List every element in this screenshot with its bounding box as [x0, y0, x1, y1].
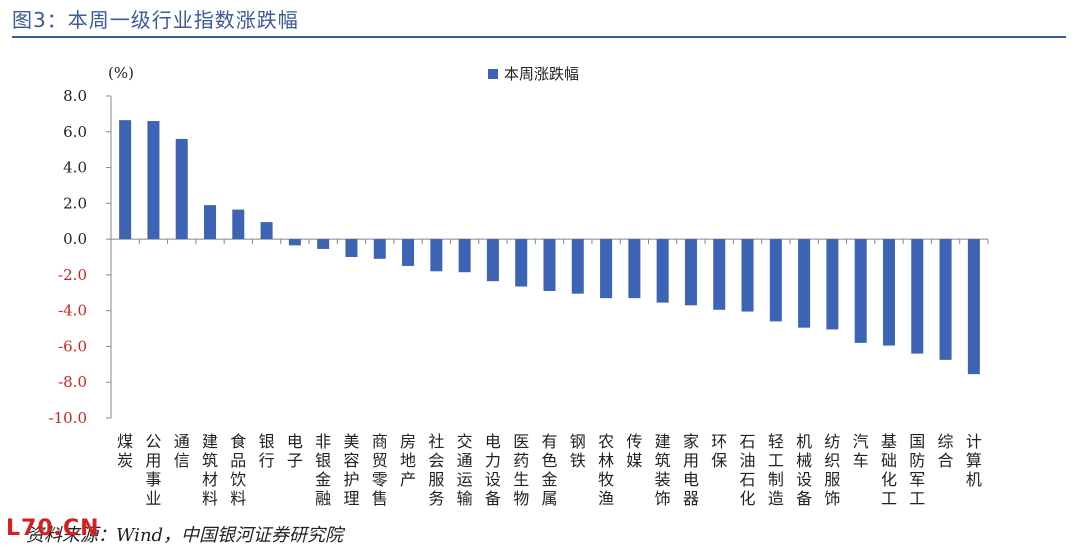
bar	[119, 120, 132, 240]
bar	[939, 239, 952, 360]
bar	[854, 239, 867, 343]
y-tick-label: -2.0	[58, 266, 87, 284]
y-tick-label: -10.0	[49, 409, 87, 427]
x-category-label: 传媒	[626, 432, 642, 470]
bar	[458, 239, 471, 273]
bar	[147, 121, 160, 240]
bar	[232, 209, 245, 240]
x-category-label: 环保	[711, 432, 727, 470]
bar	[713, 239, 726, 310]
x-category-label: 银行	[259, 432, 275, 470]
bar	[543, 239, 556, 291]
y-tick-label: 0.0	[63, 230, 87, 248]
figure-title: 图3：本周一级行业指数涨跌幅	[12, 8, 299, 32]
bar	[798, 239, 811, 328]
bar	[515, 239, 528, 287]
x-category-label: 机械设备	[796, 432, 812, 508]
bar	[288, 239, 301, 246]
bar	[486, 239, 499, 282]
x-category-label: 基础化工	[881, 432, 897, 508]
bar	[600, 239, 613, 299]
y-tick-label: 6.0	[63, 123, 87, 141]
x-category-label: 钢铁	[570, 432, 586, 470]
source-row: 资料来源：Wind，中国银河证券研究院 L70.CN	[0, 516, 600, 546]
x-category-label: 综合	[938, 432, 954, 470]
bar	[656, 239, 669, 303]
x-category-label: 有色金属	[541, 432, 557, 508]
y-tick-label: -8.0	[58, 373, 87, 391]
bar	[345, 239, 358, 257]
x-category-label: 电力设备	[485, 432, 501, 508]
bar	[571, 239, 584, 294]
title-divider	[12, 36, 1066, 38]
bar	[967, 239, 980, 375]
x-category-label: 建筑材料	[202, 432, 218, 508]
x-category-label: 美容护理	[343, 432, 359, 508]
x-category-label: 电子	[287, 432, 303, 470]
x-category-label: 石油石化	[740, 432, 756, 508]
x-category-label: 非银金融	[315, 432, 331, 508]
x-category-label: 汽车	[853, 432, 869, 470]
bar	[882, 239, 895, 346]
source-text: 资料来源：Wind，中国银河证券研究院	[26, 525, 344, 546]
bar	[402, 239, 415, 266]
x-category-label: 农林牧渔	[598, 432, 614, 508]
bar	[175, 138, 188, 240]
bar	[769, 239, 782, 322]
x-category-label: 煤炭	[117, 432, 133, 470]
x-category-label: 社会服务	[428, 432, 444, 508]
bar	[628, 239, 641, 299]
x-category-label: 计算机	[966, 432, 982, 489]
x-category-label: 纺织服饰	[824, 432, 840, 508]
bar	[430, 239, 443, 272]
x-category-label: 国防军工	[909, 432, 925, 508]
bar	[317, 239, 330, 249]
x-category-label: 建筑装饰	[655, 432, 671, 508]
x-category-label: 轻工制造	[768, 432, 784, 508]
y-tick-label: -6.0	[58, 337, 87, 355]
bar	[204, 205, 217, 240]
legend-label: 本周涨跌幅	[504, 65, 580, 83]
legend-swatch	[488, 68, 498, 79]
x-category-label: 商贸零售	[372, 432, 388, 508]
x-category-label: 交通运输	[457, 432, 473, 508]
bar	[911, 239, 924, 354]
y-axis-unit-label: (%)	[108, 64, 134, 82]
y-tick-label: -4.0	[58, 302, 87, 320]
y-tick-label: 4.0	[63, 159, 87, 177]
x-category-label: 房地产	[400, 432, 416, 489]
bar	[826, 239, 839, 330]
bar	[373, 239, 386, 259]
bar	[741, 239, 754, 312]
x-category-label: 公用事业	[145, 432, 161, 508]
chart-legend: 本周涨跌幅	[488, 63, 579, 84]
bar	[684, 239, 697, 306]
watermark-logo: L70.CN	[6, 516, 100, 541]
x-category-label: 通信	[174, 432, 190, 470]
x-category-label: 食品饮料	[230, 432, 246, 508]
y-tick-label: 8.0	[63, 87, 87, 105]
x-category-label: 家用电器	[683, 432, 699, 508]
x-category-label: 医药生物	[513, 432, 529, 508]
bar	[260, 222, 273, 240]
y-tick-label: 2.0	[63, 194, 87, 212]
